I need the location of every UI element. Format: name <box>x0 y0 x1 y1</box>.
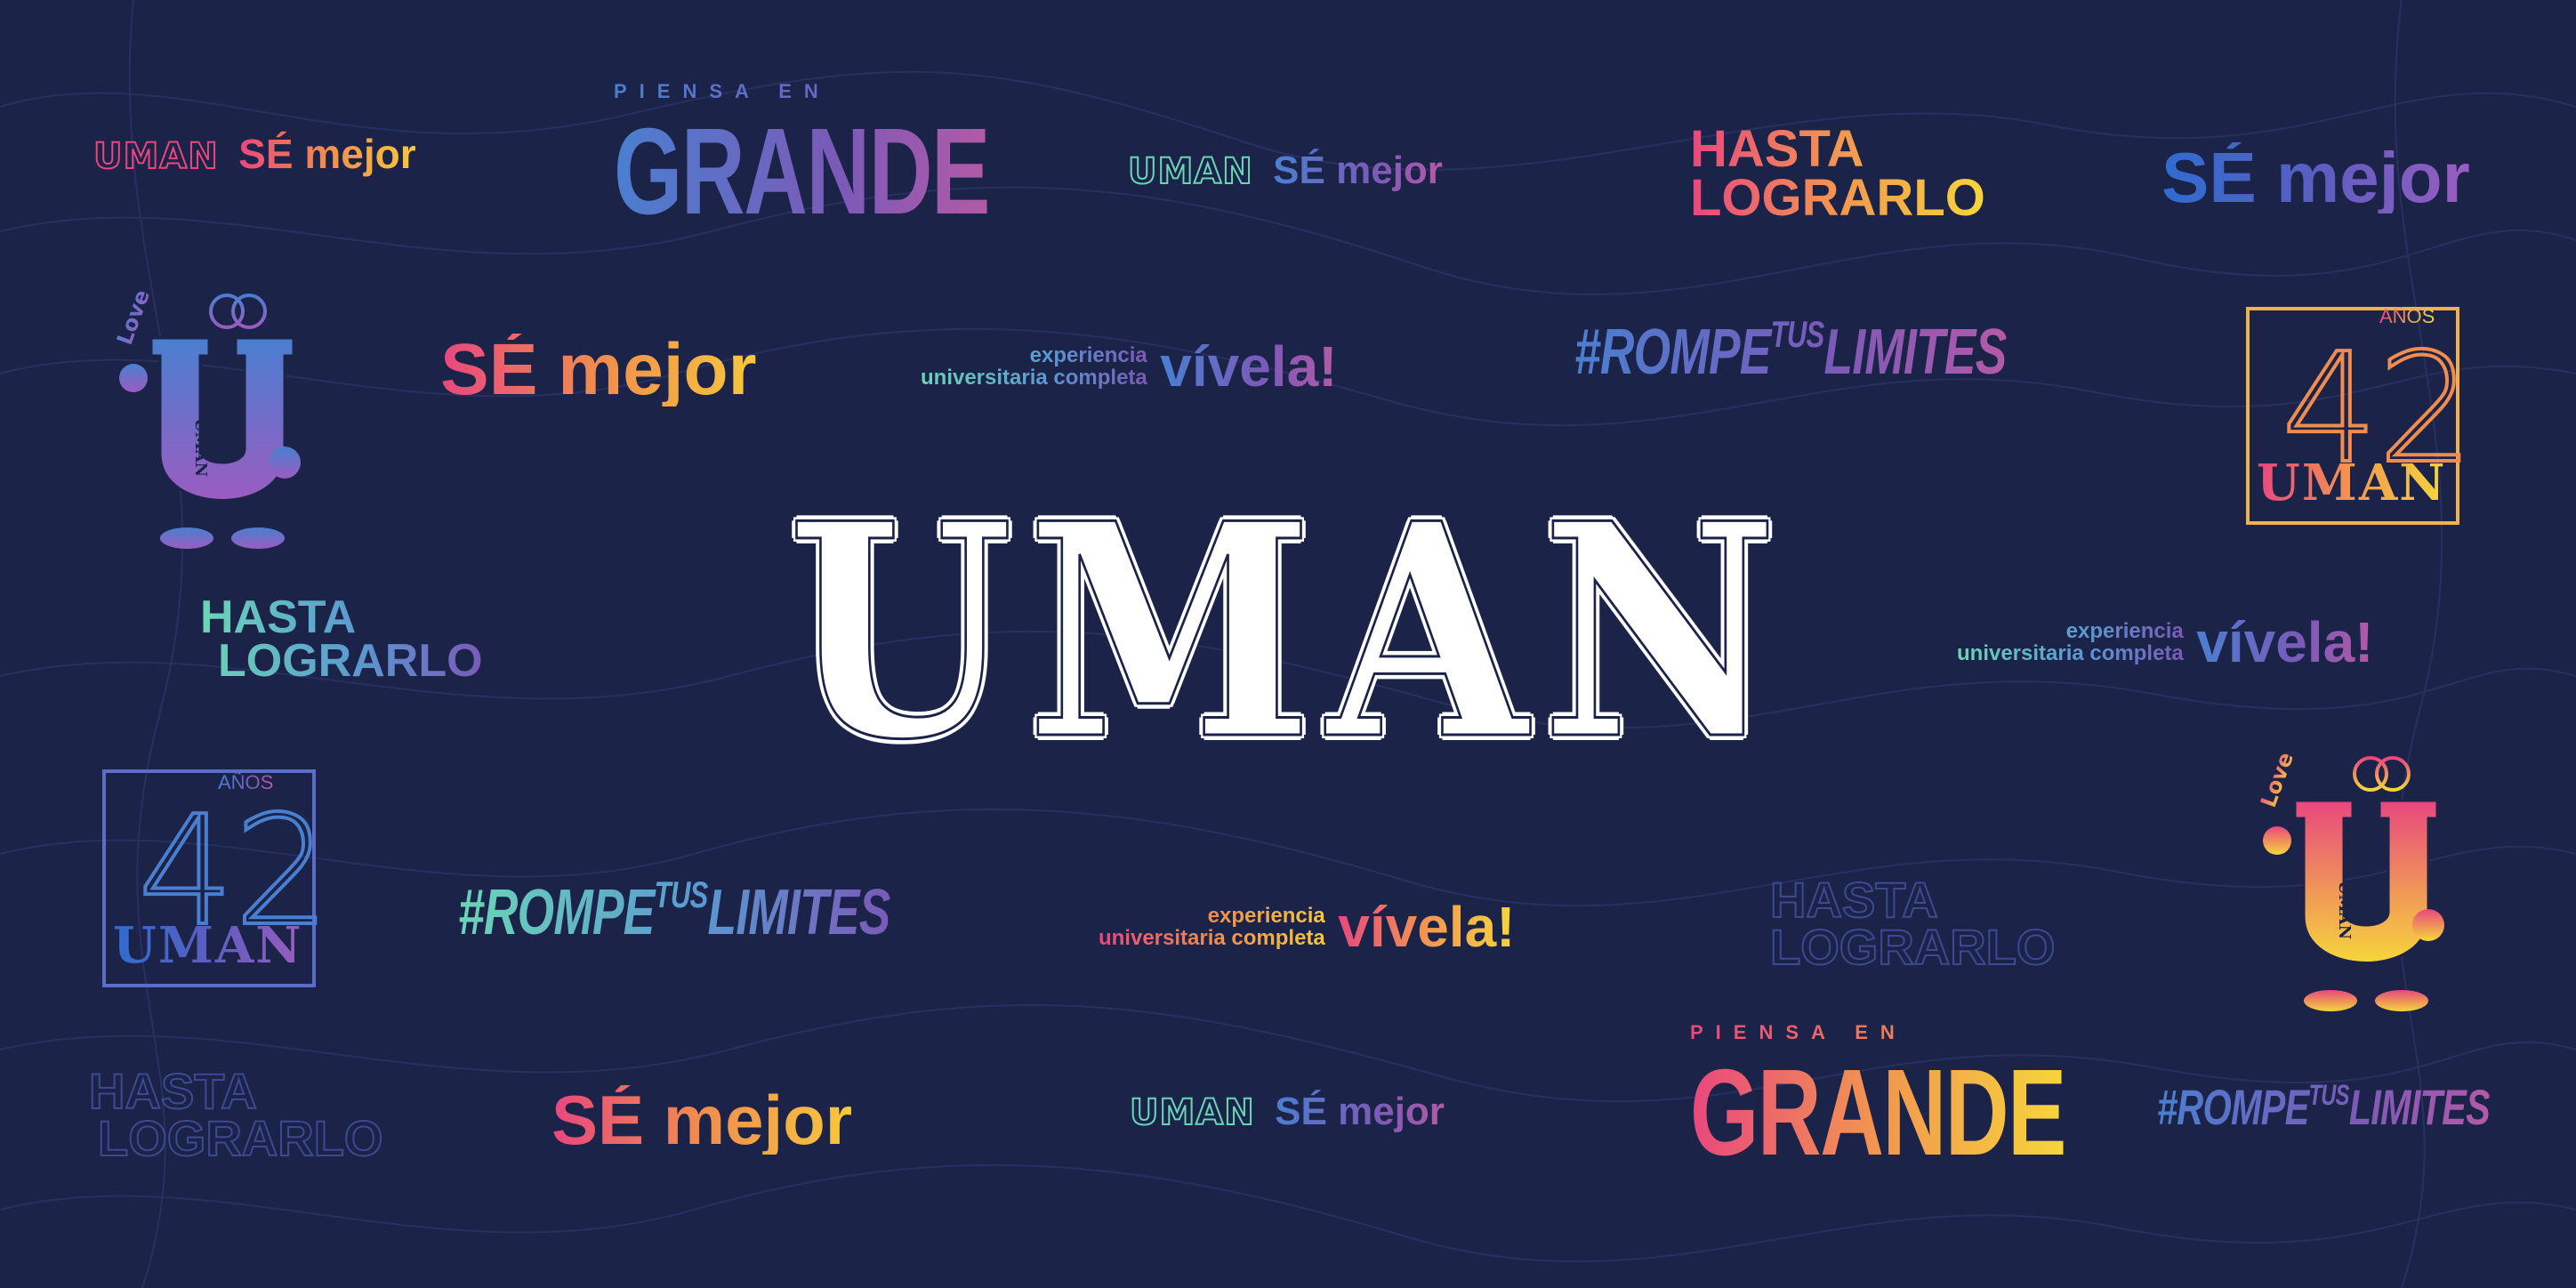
se-mejor-4: SÉ mejor <box>440 329 757 410</box>
experiencia-vivela-2: experiencia universitaria completa vível… <box>1957 614 2373 671</box>
experiencia-label: experiencia universitaria completa <box>1099 903 1325 950</box>
svg-text:UMAN: UMAN <box>2335 881 2354 939</box>
anos-number: 42 <box>2280 321 2475 497</box>
se-mejor-text: SÉ mejor <box>1273 149 1443 192</box>
hasta-lograrlo-4: HASTA LOGRARLO <box>88 1063 383 1167</box>
uman-se-mejor-logo-1: UMAN SÉ mejor <box>93 131 416 177</box>
grande-text: GRANDE <box>1690 1044 2066 1181</box>
hasta-lograrlo-1: HASTA LOGRARLO <box>1690 120 1985 228</box>
main-title: UMAN <box>786 459 1792 804</box>
anos-number: 42 <box>136 784 332 960</box>
uman-map-logo: UMAN <box>93 136 219 177</box>
se-mejor-text: SÉ mejor <box>1275 1090 1445 1133</box>
piensa-en-grande-1: PIENSA EN GRANDE <box>614 82 1135 240</box>
i-love-u-mascot-2: Love UMAN <box>2256 747 2455 1014</box>
i-love-u-mascot-1: Love UMAN <box>112 285 311 551</box>
rompe-tus-limites-1: #ROMPETUSLIMITES <box>1574 313 2007 388</box>
piensa-en-grande-2: PIENSA EN GRANDE <box>1690 1023 2211 1181</box>
rompe-tus-limites-2: #ROMPETUSLIMITES <box>458 873 890 948</box>
mascot-icon: Love UMAN <box>2256 749 2444 1011</box>
grande-text: GRANDE <box>614 103 990 240</box>
hasta-lograrlo-2: HASTA LOGRARLO <box>200 592 483 688</box>
experiencia-label: experiencia universitaria completa <box>921 342 1147 390</box>
hasta-lograrlo-3: HASTA LOGRARLO <box>1769 872 2056 976</box>
42-anos-uman-1: AÑOS 42 UMAN <box>2246 305 2475 525</box>
anos-frame <box>102 769 316 987</box>
rompe-tus-limites-3: #ROMPETUSLIMITES <box>2157 1079 2490 1135</box>
se-mejor-text: SÉ mejor <box>238 131 416 177</box>
piensa-en-label: PIENSA EN <box>614 82 1135 101</box>
svg-text:Love: Love <box>116 286 155 348</box>
se-mejor-3: SÉ mejor <box>2161 138 2470 217</box>
anos-label: AÑOS <box>2379 305 2435 327</box>
anos-frame <box>2246 307 2459 525</box>
uman-se-mejor-logo-3: UMAN SÉ mejor <box>1129 1090 1445 1133</box>
mascot-icon: Love UMAN <box>112 286 301 549</box>
vivela-text: vívela! <box>2196 610 2374 674</box>
se-mejor-5: SÉ mejor <box>551 1081 853 1159</box>
experiencia-vivela-3: experiencia universitaria completa vível… <box>1099 898 1515 955</box>
uman-map-logo: UMAN <box>1127 151 1253 192</box>
vivela-text: vívela! <box>1160 334 1338 398</box>
anos-label: AÑOS <box>218 771 274 793</box>
anos-uman: UMAN <box>2257 454 2447 512</box>
experiencia-vivela-1: experiencia universitaria completa vível… <box>921 338 1337 395</box>
anos-uman: UMAN <box>113 916 303 975</box>
svg-text:UMAN: UMAN <box>191 418 210 477</box>
piensa-en-label: PIENSA EN <box>1690 1023 2211 1042</box>
svg-text:Love: Love <box>2259 749 2298 810</box>
experiencia-label: experiencia universitaria completa <box>1957 618 2184 665</box>
uman-se-mejor-logo-2: UMAN SÉ mejor <box>1127 149 1443 192</box>
uman-map-logo: UMAN <box>1129 1092 1255 1133</box>
vivela-text: vívela! <box>1338 895 1516 959</box>
42-anos-uman-2: AÑOS 42 UMAN <box>102 769 332 987</box>
